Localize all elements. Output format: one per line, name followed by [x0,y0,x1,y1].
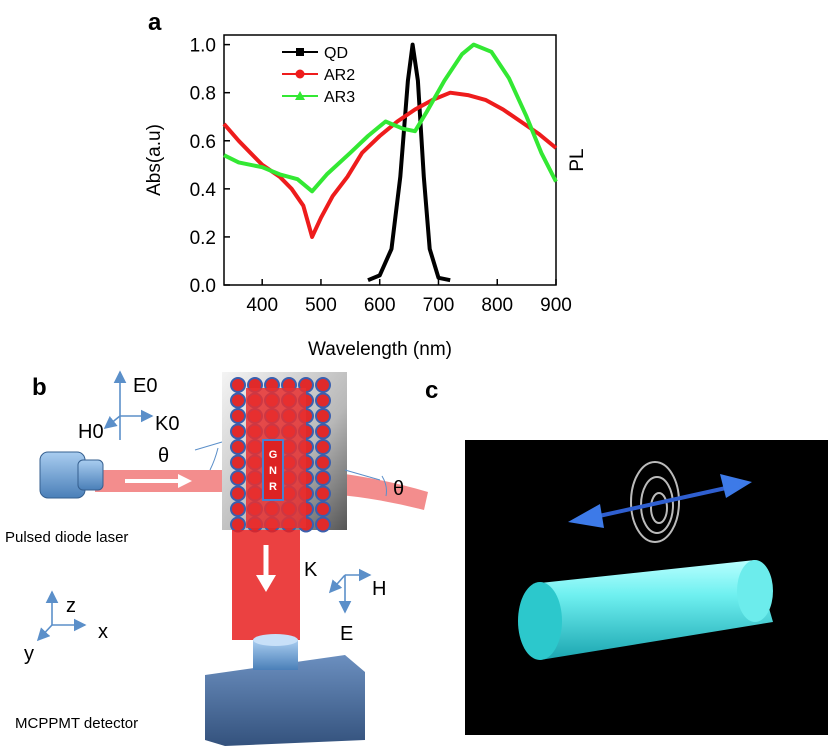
legend-marker [296,48,304,56]
legend-label: AR2 [324,67,355,84]
legend-label: AR3 [324,89,355,106]
nanorod-dot [315,392,331,409]
label-k: K [304,559,318,581]
label-theta-in: θ [158,445,169,467]
dipole-head-right [720,474,752,498]
nanorod-dot [315,485,331,502]
gnr-letter: R [269,481,277,493]
nanorod-dot [230,392,246,409]
angle-out [344,469,387,497]
x-tick-label: 600 [364,295,396,316]
nanorod-dot [230,485,246,502]
nanorod-dot [315,377,331,393]
nanorod-dot [315,501,331,517]
laser-nozzle [77,459,104,491]
nanorod-dot [315,408,331,424]
nanorod-dot [315,516,331,533]
y-tick-label: 0.6 [190,132,216,153]
nanorod-dot [230,454,246,471]
x-tick-label: 700 [423,295,455,316]
nanorod-dot [315,439,331,455]
angle-in [194,441,223,471]
detector-window-top [253,634,298,646]
x-tick-label: 900 [540,295,572,316]
nanorod-dot [230,516,246,533]
nanorod-dot [230,470,246,486]
gnr-box [262,439,284,501]
label-laser: Pulsed diode laser [5,529,128,546]
nanorod-dot [230,408,246,424]
x-tick-label: 400 [246,295,278,316]
nanorod-dot [230,439,246,455]
plot-frame [223,34,557,286]
dipole-shaft [589,484,736,520]
axes-e0 [103,370,154,440]
gnr-letter: N [269,465,277,477]
diagram-b: b E0 K0 H0 Pulsed diode laser θ G N R θ [5,370,428,746]
nanorod-dot [230,377,246,393]
nanorod-dot [315,454,331,471]
nanorod-cap [518,582,562,660]
label-detector: MCPPMT detector [15,715,138,732]
label-h0: H0 [78,421,104,443]
diagram-c: c [425,377,828,735]
label-e: E [340,623,353,645]
transmitted-beam [330,472,428,510]
nanorod-dot [230,501,246,517]
beam-arrow-head [178,474,192,488]
series-line [367,42,451,283]
label-theta-out: θ [393,478,404,500]
legend-marker [295,69,305,79]
nanorod-dot [230,423,246,440]
nanorod-dot [315,470,331,486]
axes-keh [328,568,372,614]
legend-marker [295,91,305,100]
label-e0: E0 [133,375,157,397]
label-k0: K0 [155,413,179,435]
y-axis-label: Abs(a.u) [144,124,165,196]
x-tick-label: 800 [481,295,513,316]
axes-xyz [36,590,87,642]
panel-label: a [148,9,162,36]
nanorod-dot [315,423,331,440]
nanorod-body [540,560,773,660]
y-tick-label: 0.8 [190,84,216,105]
legend-label: QD [324,45,348,62]
chart: a Wavelength (nm) Abs(a.u) PL 400 500 600 7… [144,9,588,360]
series-line [222,90,558,239]
nanorod-end [737,560,773,622]
y-tick-label: 0.0 [190,276,216,297]
label-h: H [372,578,386,600]
dipole-head-left [568,504,604,528]
x-tick-label: 500 [305,295,337,316]
label-x: x [98,621,108,643]
y-tick-label: 1.0 [190,36,216,57]
gnr-letter: G [269,449,278,461]
label-z: z [66,595,76,617]
y-tick-label: 0.4 [190,180,217,201]
down-arrow-head [256,575,276,592]
panel-label: c [425,377,438,404]
y-tick-label: 0.2 [190,228,216,249]
panel-label: b [32,374,47,401]
y2-axis-label: PL [567,148,588,171]
detector-body [205,655,365,746]
x-axis-label: Wavelength (nm) [308,339,452,360]
label-y: y [24,643,34,665]
series-line [223,42,558,194]
